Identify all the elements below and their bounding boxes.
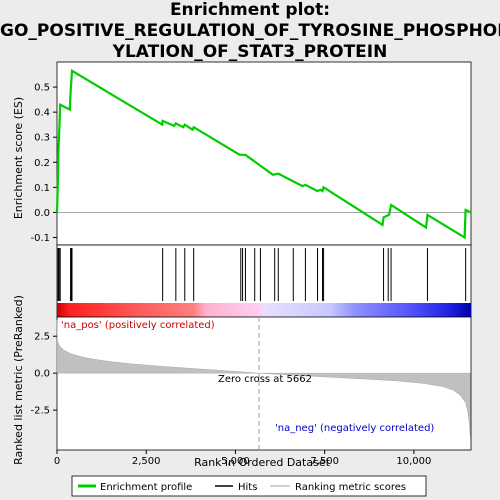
es-y-tick-label: 0.4	[34, 108, 50, 119]
zero-cross-annotation: Zero cross at 5662	[218, 374, 312, 385]
x-tick-label: 7,500	[310, 456, 339, 467]
es-y-tick-label: 0.1	[34, 183, 50, 194]
x-tick-label: 10,000	[396, 456, 431, 467]
metric-y-axis-label: Ranked list metric (PreRanked)	[12, 295, 25, 465]
title-line-1: Enrichment plot:	[169, 0, 331, 20]
es-panel	[56, 61, 472, 246]
legend-metric-label: Ranking metric scores	[295, 482, 406, 493]
x-tick-label: 0	[54, 456, 60, 467]
legend-hits-label: Hits	[238, 482, 257, 493]
metric-plot-area: -2.5 0.0 2.5 0 2,500 5,000 7,500 10,000	[30, 317, 471, 467]
x-tick-label: 5,000	[221, 456, 250, 467]
metric-y-tick-label: 2.5	[34, 332, 50, 343]
es-plot-area: -0.1 0.0 0.1 0.2 0.3 0.4 0.5	[30, 68, 472, 244]
es-y-tick-label: 0.2	[34, 158, 50, 169]
rank-color-bar	[57, 303, 471, 317]
pos-annotation: 'na_pos' (positively correlated)	[61, 320, 215, 331]
metric-y-tick-label: -2.5	[30, 406, 50, 417]
es-y-tick-label: 0.5	[34, 83, 50, 94]
metric-panel	[56, 316, 472, 451]
es-y-tick-label: -0.1	[30, 233, 50, 244]
chart-title: Enrichment plot: GO_POSITIVE_REGULATION_…	[0, 0, 500, 63]
hits-area	[57, 248, 467, 301]
legend-box	[71, 475, 427, 497]
x-axis-label: Rank in Ordered Dataset	[194, 456, 331, 469]
title-line-3: YLATION_OF_STAT3_PROTEIN	[112, 42, 388, 62]
x-tick-label: 2,500	[132, 456, 161, 467]
es-profile-line	[55, 68, 472, 240]
es-y-axis-label: Enrichment score (ES)	[12, 97, 25, 219]
metric-y-tick-label: 0.0	[34, 369, 50, 380]
es-y-tick-label: 0.0	[34, 208, 50, 219]
title-line-2: GO_POSITIVE_REGULATION_OF_TYROSINE_PHOSP…	[0, 21, 500, 41]
neg-annotation: 'na_neg' (negatively correlated)	[275, 423, 434, 434]
legend-es-label: Enrichment profile	[100, 482, 192, 493]
es-y-tick-label: 0.3	[34, 133, 50, 144]
